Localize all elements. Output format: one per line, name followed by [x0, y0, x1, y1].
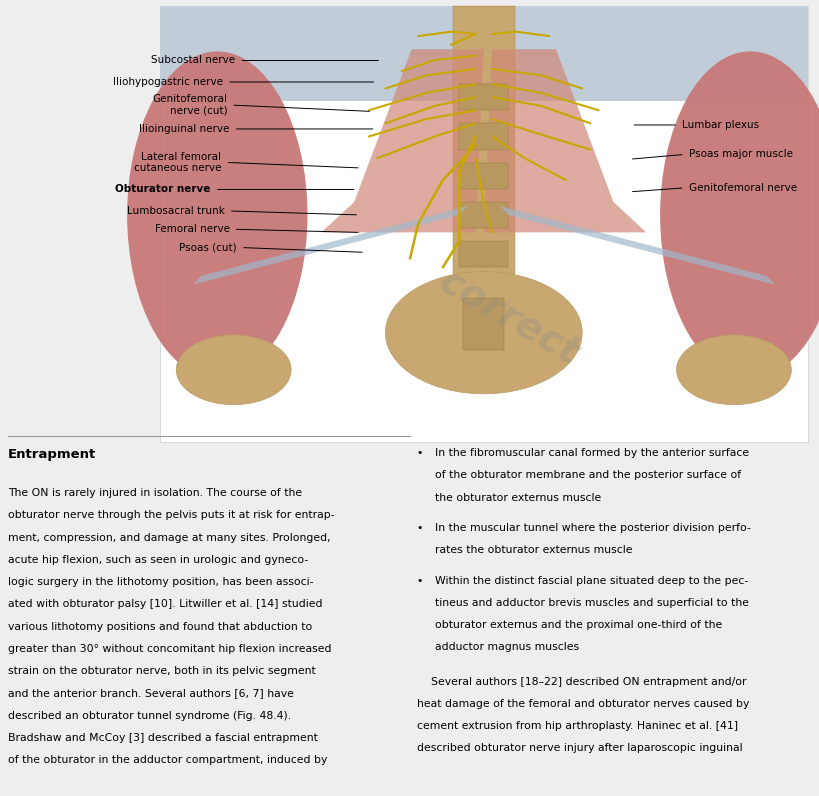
Text: greater than 30° without concomitant hip flexion increased: greater than 30° without concomitant hip…: [8, 644, 332, 654]
Ellipse shape: [176, 335, 291, 404]
Bar: [459, 320, 508, 345]
Text: Psoas major muscle: Psoas major muscle: [688, 150, 792, 159]
Text: Several authors [18–22] described ON entrapment and/or: Several authors [18–22] described ON ent…: [416, 677, 745, 687]
Text: logic surgery in the lithotomy position, has been associ-: logic surgery in the lithotomy position,…: [8, 577, 314, 587]
Text: Within the distinct fascial plane situated deep to the pec-: Within the distinct fascial plane situat…: [434, 576, 747, 586]
Text: Femoral nerve: Femoral nerve: [155, 224, 229, 234]
Polygon shape: [321, 49, 483, 232]
Text: ated with obturator palsy [10]. Litwiller et al. [14] studied: ated with obturator palsy [10]. Litwille…: [8, 599, 323, 610]
Text: Genitofemoral
nerve (cut): Genitofemoral nerve (cut): [152, 94, 227, 116]
Text: ment, compression, and damage at many sites. Prolonged,: ment, compression, and damage at many si…: [8, 533, 330, 543]
Text: •: •: [416, 523, 423, 533]
Bar: [160, 6, 807, 101]
Ellipse shape: [659, 52, 819, 379]
Text: Bradshaw and McCoy [3] described a fascial entrapment: Bradshaw and McCoy [3] described a fasci…: [8, 733, 318, 743]
Text: various lithotomy positions and found that abduction to: various lithotomy positions and found th…: [8, 622, 312, 632]
Bar: [459, 280, 508, 306]
Polygon shape: [500, 206, 774, 285]
Text: described obturator nerve injury after laparoscopic inguinal: described obturator nerve injury after l…: [416, 743, 741, 754]
Polygon shape: [192, 206, 467, 285]
Text: Lumbar plexus: Lumbar plexus: [681, 120, 758, 130]
Text: the obturator externus muscle: the obturator externus muscle: [434, 493, 600, 503]
Ellipse shape: [385, 271, 581, 394]
Bar: [160, 6, 807, 442]
Text: Psoas (cut): Psoas (cut): [179, 243, 237, 252]
Text: Entrapment: Entrapment: [8, 448, 97, 461]
Text: •: •: [416, 448, 423, 458]
Bar: [459, 123, 508, 150]
Text: tineus and adductor brevis muscles and superficial to the: tineus and adductor brevis muscles and s…: [434, 598, 748, 608]
Text: cement extrusion from hip arthroplasty. Haninec et al. [41]: cement extrusion from hip arthroplasty. …: [416, 721, 737, 732]
Text: Genitofemoral nerve: Genitofemoral nerve: [688, 183, 796, 193]
Text: described an obturator tunnel syndrome (Fig. 48.4).: described an obturator tunnel syndrome (…: [8, 711, 291, 721]
Bar: [452, 6, 514, 363]
Text: acute hip flexion, such as seen in urologic and gyneco-: acute hip flexion, such as seen in urolo…: [8, 555, 308, 565]
Text: Obturator nerve: Obturator nerve: [115, 185, 210, 194]
Text: and the anterior branch. Several authors [6, 7] have: and the anterior branch. Several authors…: [8, 689, 294, 699]
Ellipse shape: [127, 52, 307, 379]
Text: strain on the obturator nerve, both in its pelvic segment: strain on the obturator nerve, both in i…: [8, 666, 315, 677]
Bar: [463, 298, 504, 350]
Text: obturator externus and the proximal one-third of the: obturator externus and the proximal one-…: [434, 620, 721, 630]
Ellipse shape: [676, 335, 790, 404]
Bar: [459, 202, 508, 228]
Text: of the obturator membrane and the posterior surface of: of the obturator membrane and the poster…: [434, 470, 740, 481]
Text: The ON is rarely injured in isolation. The course of the: The ON is rarely injured in isolation. T…: [8, 488, 302, 498]
Text: heat damage of the femoral and obturator nerves caused by: heat damage of the femoral and obturator…: [416, 699, 748, 709]
Text: Lateral femoral
cutaneous nerve: Lateral femoral cutaneous nerve: [133, 151, 221, 174]
Text: In the fibromuscular canal formed by the anterior surface: In the fibromuscular canal formed by the…: [434, 448, 748, 458]
Text: of the obturator in the adductor compartment, induced by: of the obturator in the adductor compart…: [8, 755, 327, 766]
Text: rates the obturator externus muscle: rates the obturator externus muscle: [434, 545, 631, 556]
Text: Lumbosacral trunk: Lumbosacral trunk: [127, 206, 224, 216]
Text: Subcostal nerve: Subcostal nerve: [151, 56, 235, 65]
Text: correct: correct: [431, 263, 585, 374]
Bar: [459, 241, 508, 267]
Text: •: •: [416, 576, 423, 586]
Text: adductor magnus muscles: adductor magnus muscles: [434, 642, 578, 653]
Bar: [459, 162, 508, 189]
Polygon shape: [483, 49, 645, 232]
Text: Ilioinguinal nerve: Ilioinguinal nerve: [139, 124, 229, 134]
Bar: [459, 84, 508, 111]
Text: In the muscular tunnel where the posterior division perfo-: In the muscular tunnel where the posteri…: [434, 523, 749, 533]
Text: obturator nerve through the pelvis puts it at risk for entrap-: obturator nerve through the pelvis puts …: [8, 510, 334, 521]
Text: Iliohypogastric nerve: Iliohypogastric nerve: [113, 77, 223, 87]
